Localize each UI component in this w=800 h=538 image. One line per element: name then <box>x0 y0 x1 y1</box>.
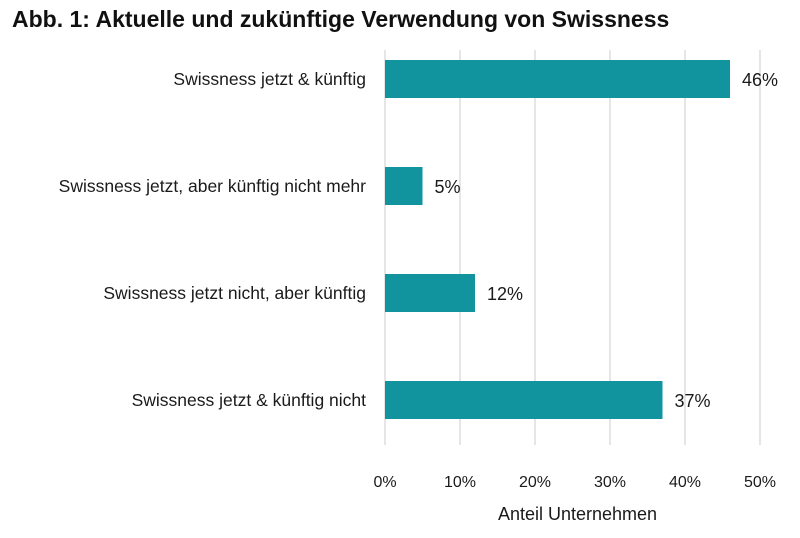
data-label: 37% <box>675 391 711 411</box>
x-tick-label: 20% <box>519 474 551 491</box>
x-tick-label: 0% <box>373 474 396 491</box>
bars <box>385 60 730 419</box>
category-labels: Swissness jetzt & künftig Swissness jetzt… <box>59 69 367 410</box>
gridlines <box>384 50 761 445</box>
bar <box>385 167 423 205</box>
category-label: Swissness jetzt & künftig <box>173 69 366 89</box>
x-tick-label: 40% <box>669 474 701 491</box>
data-label: 5% <box>435 177 461 197</box>
bar <box>385 381 663 419</box>
data-label: 12% <box>487 284 523 304</box>
bar <box>385 274 475 312</box>
x-axis-title: Anteil Unternehmen <box>498 504 657 524</box>
category-label: Swissness jetzt nicht, aber künftig <box>103 283 366 303</box>
chart-title: Abb. 1: Aktuelle und zukünftige Verwendu… <box>12 6 670 32</box>
data-labels: 46% 5% 12% 37% <box>435 70 779 411</box>
x-tick-label: 30% <box>594 474 626 491</box>
x-axis-ticks: 0% 10% 20% 30% 40% 50% <box>373 474 776 491</box>
x-tick-label: 10% <box>444 474 476 491</box>
bar <box>385 60 730 98</box>
data-label: 46% <box>742 70 778 90</box>
category-label: Swissness jetzt, aber künftig nicht mehr <box>59 176 367 196</box>
category-label: Swissness jetzt & künftig nicht <box>132 390 367 410</box>
x-tick-label: 50% <box>744 474 776 491</box>
